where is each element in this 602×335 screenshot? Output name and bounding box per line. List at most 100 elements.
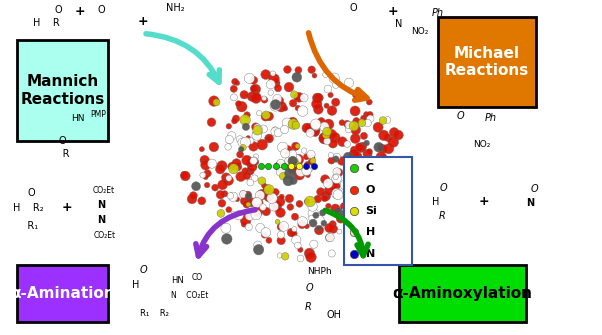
Point (244, 224, 253, 229)
Point (226, 193, 235, 199)
Point (280, 127, 290, 132)
Point (250, 176, 259, 181)
Point (323, 181, 333, 186)
Point (288, 159, 298, 164)
Point (332, 183, 342, 189)
Point (242, 202, 252, 207)
Point (251, 159, 261, 164)
Point (331, 82, 341, 88)
Point (302, 125, 312, 131)
Point (296, 247, 305, 252)
Point (287, 166, 297, 172)
Point (353, 220, 363, 225)
Point (343, 193, 353, 198)
Point (374, 145, 383, 150)
Point (383, 117, 393, 123)
Point (228, 163, 237, 169)
Point (299, 95, 309, 100)
Point (253, 200, 263, 205)
Point (240, 92, 249, 97)
Point (388, 139, 398, 145)
Point (289, 160, 299, 165)
Point (237, 140, 247, 145)
Point (292, 75, 302, 80)
Point (283, 159, 293, 165)
Point (355, 144, 364, 150)
Point (379, 146, 389, 152)
Point (241, 124, 251, 130)
Point (293, 161, 302, 167)
Point (288, 122, 298, 127)
Point (326, 92, 335, 98)
Point (307, 215, 317, 221)
Text: Si: Si (365, 206, 377, 216)
Point (275, 253, 285, 258)
Text: H: H (132, 280, 139, 290)
Text: +: + (75, 5, 85, 18)
Point (222, 175, 231, 180)
Text: O: O (349, 3, 357, 13)
Point (358, 144, 367, 149)
Point (238, 145, 248, 150)
Point (314, 226, 324, 231)
Point (227, 133, 237, 139)
Point (378, 118, 388, 123)
Point (364, 217, 373, 222)
Point (361, 112, 371, 117)
Point (322, 138, 332, 144)
Point (239, 222, 249, 227)
Point (288, 158, 297, 164)
Text: +: + (479, 195, 489, 207)
Point (323, 86, 333, 92)
Point (277, 194, 287, 199)
Point (247, 200, 256, 205)
Point (314, 107, 323, 112)
Point (284, 84, 294, 90)
Text: H: H (432, 197, 440, 207)
Point (389, 130, 399, 135)
Point (352, 91, 362, 97)
Point (234, 101, 243, 107)
Point (350, 108, 360, 114)
Point (308, 155, 317, 160)
Point (252, 198, 261, 203)
Point (344, 80, 354, 85)
Point (334, 191, 344, 196)
Point (346, 169, 355, 174)
Point (337, 158, 347, 164)
Text: α-Aminoxylation: α-Aminoxylation (393, 286, 532, 300)
Point (266, 82, 276, 87)
Point (336, 216, 346, 221)
Point (310, 128, 320, 134)
Point (257, 178, 267, 184)
Point (255, 111, 264, 116)
Point (253, 243, 262, 248)
Point (246, 180, 255, 185)
Point (246, 160, 255, 165)
Point (326, 152, 336, 158)
Point (324, 235, 334, 240)
Point (296, 169, 306, 174)
Point (340, 210, 349, 215)
Point (327, 158, 337, 163)
Point (252, 212, 261, 217)
Point (383, 135, 393, 140)
Point (305, 126, 315, 131)
Point (269, 76, 279, 82)
Text: +: + (61, 201, 72, 213)
Point (365, 116, 375, 121)
Point (200, 157, 209, 163)
Point (259, 97, 269, 103)
Point (332, 191, 342, 196)
Point (282, 148, 292, 153)
Point (291, 167, 301, 172)
Point (363, 120, 373, 126)
Point (349, 147, 359, 152)
Point (251, 124, 261, 130)
Point (254, 247, 264, 252)
Text: Ph: Ph (485, 113, 497, 123)
Text: Michael
Reactions: Michael Reactions (445, 46, 529, 78)
Text: H: H (365, 227, 375, 238)
Text: CO₂Et: CO₂Et (92, 187, 114, 195)
Point (294, 201, 304, 207)
